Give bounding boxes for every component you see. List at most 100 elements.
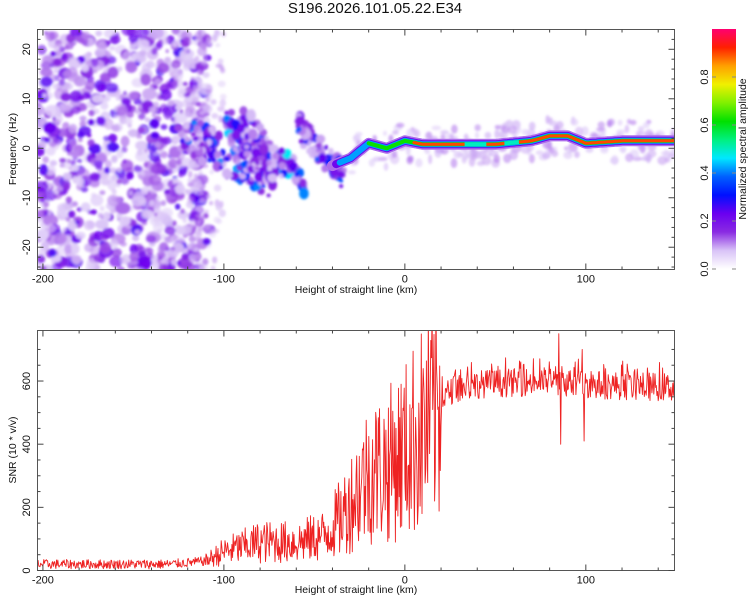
colorbar: 0.0 0.2 0.4 0.6 0.8 Normalized spectral ampl…	[699, 29, 749, 277]
spectrogram-noise-blob	[78, 126, 92, 136]
spectrogram-noise-blob	[209, 169, 214, 175]
spectrogram-noise-blob	[50, 51, 57, 57]
spectrogram-noise-blob	[99, 241, 112, 254]
spectrogram-noise-blob	[194, 178, 201, 183]
spectrogram-noise-blob	[40, 76, 53, 88]
spectrogram-noise-blob	[80, 186, 89, 193]
spectrogram-noise-blob	[125, 61, 138, 73]
spectrogram-halo-blob	[461, 150, 469, 161]
spectrogram-noise-blob	[58, 209, 68, 218]
spectrogram-noise-blob	[121, 146, 128, 153]
spectrogram-noise-blob	[171, 59, 182, 69]
spectrogram-noise-blob	[95, 30, 103, 37]
spectrogram-noise-blob	[70, 105, 81, 114]
spectrogram-noise-blob	[151, 180, 164, 192]
spectrogram-noise-blob	[38, 122, 44, 132]
spectrogram-noise-blob	[196, 205, 204, 213]
spectrogram-halo-blob	[574, 151, 580, 159]
spectrogram-noise-blob	[67, 210, 76, 219]
spectrogram-noise-blob	[187, 182, 195, 187]
spectrogram-noise-blob	[93, 230, 104, 242]
spectrogram-halo-blob	[535, 150, 544, 156]
spectrogram-noise-blob	[68, 203, 74, 208]
spectrogram-noise-blob	[199, 197, 206, 203]
spectrogram-noise-blob	[160, 89, 172, 101]
spectrogram-noise-blob	[219, 93, 227, 100]
spectrogram-noise-blob	[140, 186, 149, 195]
spectrogram-signal-blob	[243, 144, 250, 150]
spectrogram-noise-blob	[109, 34, 121, 45]
spectrogram-signal-blob	[315, 143, 322, 149]
spectrogram-noise-blob	[218, 209, 226, 218]
spectrogram-noise-blob	[116, 178, 123, 185]
spectrogram-noise-blob	[219, 67, 226, 74]
spectrogram-noise-blob	[182, 218, 188, 224]
spectrogram-noise-blob	[116, 167, 122, 172]
spectrogram-noise-blob	[152, 254, 158, 260]
spectrogram-noise-blob	[176, 159, 182, 166]
x-tick-label: -100	[213, 274, 235, 286]
spectrogram-halo-blob	[528, 154, 535, 164]
colorbar-tick-label: 0.2	[699, 213, 711, 228]
spectrogram-halo-blob	[618, 146, 627, 152]
spectrogram-signal-blob	[237, 123, 246, 133]
spectrogram-halo-blob	[660, 151, 670, 156]
spectrogram-signal-blob	[239, 173, 247, 180]
spectrogram-signal-blob	[294, 171, 300, 178]
spectrogram-noise-blob	[210, 99, 217, 105]
spectrogram-noise-blob	[42, 201, 49, 208]
spectrogram-halo-blob	[581, 126, 589, 136]
spectrogram-noise-blob	[38, 247, 46, 257]
spectrogram-signal-blob	[254, 166, 259, 171]
spectrogram-noise-blob	[111, 155, 118, 163]
spectrogram-noise-blob	[152, 222, 164, 234]
colorbar-label: Normalized spectral amplitude	[737, 78, 749, 219]
spectrogram-halo-blob	[481, 155, 492, 166]
spectrogram-signal-blob	[256, 123, 265, 132]
spectrogram-noise-blob	[155, 195, 161, 202]
spectrogram-noise-blob	[116, 212, 123, 219]
spectrogram-signal-blob	[299, 143, 307, 150]
y-tick-label: 10	[21, 93, 33, 105]
spectrogram-noise-blob	[74, 219, 81, 225]
spectrogram-noise-blob	[44, 92, 53, 100]
spectrogram-halo-blob	[642, 122, 650, 129]
spectrogram-noise-blob	[142, 209, 154, 219]
spectrogram-noise-blob	[123, 117, 133, 125]
spectrogram-noise-blob	[202, 258, 209, 266]
spectrogram-noise-blob	[84, 52, 91, 60]
spectrogram-noise-blob	[161, 36, 170, 45]
spectrogram-noise-blob	[185, 189, 191, 196]
spectrogram-signal-blob	[211, 157, 217, 163]
spectrogram-noise-blob	[52, 83, 59, 90]
spectrogram-noise-blob	[217, 80, 226, 88]
spectrogram-signal-blob	[203, 134, 208, 140]
spectrogram-noise-blob	[41, 208, 49, 214]
spectrogram-noise-blob	[160, 256, 170, 266]
spectrogram-noise-blob	[213, 184, 222, 192]
snr-y-axis-label: SNR (10 * v/v)	[7, 416, 19, 483]
spectrogram-noise-blob	[152, 216, 161, 223]
snr-frame	[37, 330, 675, 571]
spectrogram-noise-blob	[211, 113, 219, 119]
spectrogram-noise-blob	[136, 134, 143, 139]
spectrogram-noise-blob	[156, 251, 166, 259]
spectrogram-signal-blob	[197, 119, 204, 127]
spectrogram-signal-blob	[266, 193, 271, 198]
spectrogram-noise-blob	[48, 249, 57, 258]
spectrogram-noise-blob	[198, 213, 205, 219]
spectrogram-noise-blob	[136, 256, 153, 269]
spectrogram-signal-blob	[261, 184, 266, 188]
spectrogram-noise-blob	[163, 108, 173, 120]
x-tick-label: 100	[577, 575, 595, 587]
spectrogram-noise-blob	[126, 171, 134, 180]
spectrogram-noise-blob	[71, 201, 78, 207]
spectrogram-noise-blob	[72, 164, 79, 172]
spectrogram-noise-blob	[174, 184, 186, 195]
spectrogram-halo-blob	[463, 133, 469, 141]
spectrogram-noise-blob	[104, 159, 112, 169]
spectrogram-signal-blob	[195, 146, 200, 151]
spectrogram-signal-blob	[224, 110, 229, 115]
spectrogram-noise-blob	[148, 106, 157, 113]
